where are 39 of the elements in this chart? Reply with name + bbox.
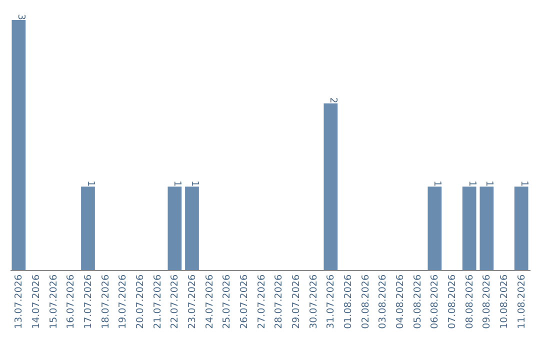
x-tick-label: 08.08.2026 [464,274,476,329]
x-tick-label: 09.08.2026 [482,274,493,329]
x-tick-label: 30.07.2026 [308,274,320,329]
x-tick-label: 06.08.2026 [430,274,441,329]
x-tick-label: 19.07.2026 [118,274,129,329]
data-label: 1 [466,180,478,187]
data-label: 3 [16,14,27,20]
x-tick-label: 02.08.2026 [360,274,372,329]
x-tick-label: 20.07.2026 [135,274,146,329]
x-tick-label: 17.07.2026 [83,274,94,329]
x-tick-label: 11.08.2026 [516,274,528,329]
x-tick-label: 25.07.2026 [222,274,233,329]
x-tick-label: 10.08.2026 [499,274,510,329]
x-tick-label: 05.08.2026 [412,274,424,329]
x-tick-label: 21.07.2026 [152,274,164,329]
data-label: 1 [484,180,495,187]
x-tick-label: 07.08.2026 [447,274,458,329]
data-label: 1 [432,180,443,187]
x-tick-label: 22.07.2026 [170,274,181,329]
x-tick-label: 04.08.2026 [395,274,406,329]
x-tick-label: 23.07.2026 [187,274,198,329]
data-label: 1 [518,180,530,187]
x-tick-label: 03.08.2026 [378,274,389,329]
x-tick-label: 28.07.2026 [274,274,285,329]
x-tick-label: 13.07.2026 [14,274,25,329]
x-tick-label: 16.07.2026 [66,274,77,329]
x-tick-label: 15.07.2026 [48,274,60,329]
x-tick-label: 29.07.2026 [291,274,302,329]
x-tick-label: 18.07.2026 [100,274,112,329]
x-tick-label: 26.07.2026 [239,274,250,329]
data-label: 1 [85,180,96,187]
data-label: 1 [172,180,183,187]
x-tick-label: 24.07.2026 [204,274,216,329]
x-tick-label: 01.08.2026 [343,274,354,329]
data-label: 2 [328,97,339,104]
x-tick-label: 31.07.2026 [326,274,337,329]
data-label: 1 [189,180,200,187]
x-tick-label: 14.07.2026 [31,274,42,329]
x-tick-label: 27.07.2026 [256,274,268,329]
